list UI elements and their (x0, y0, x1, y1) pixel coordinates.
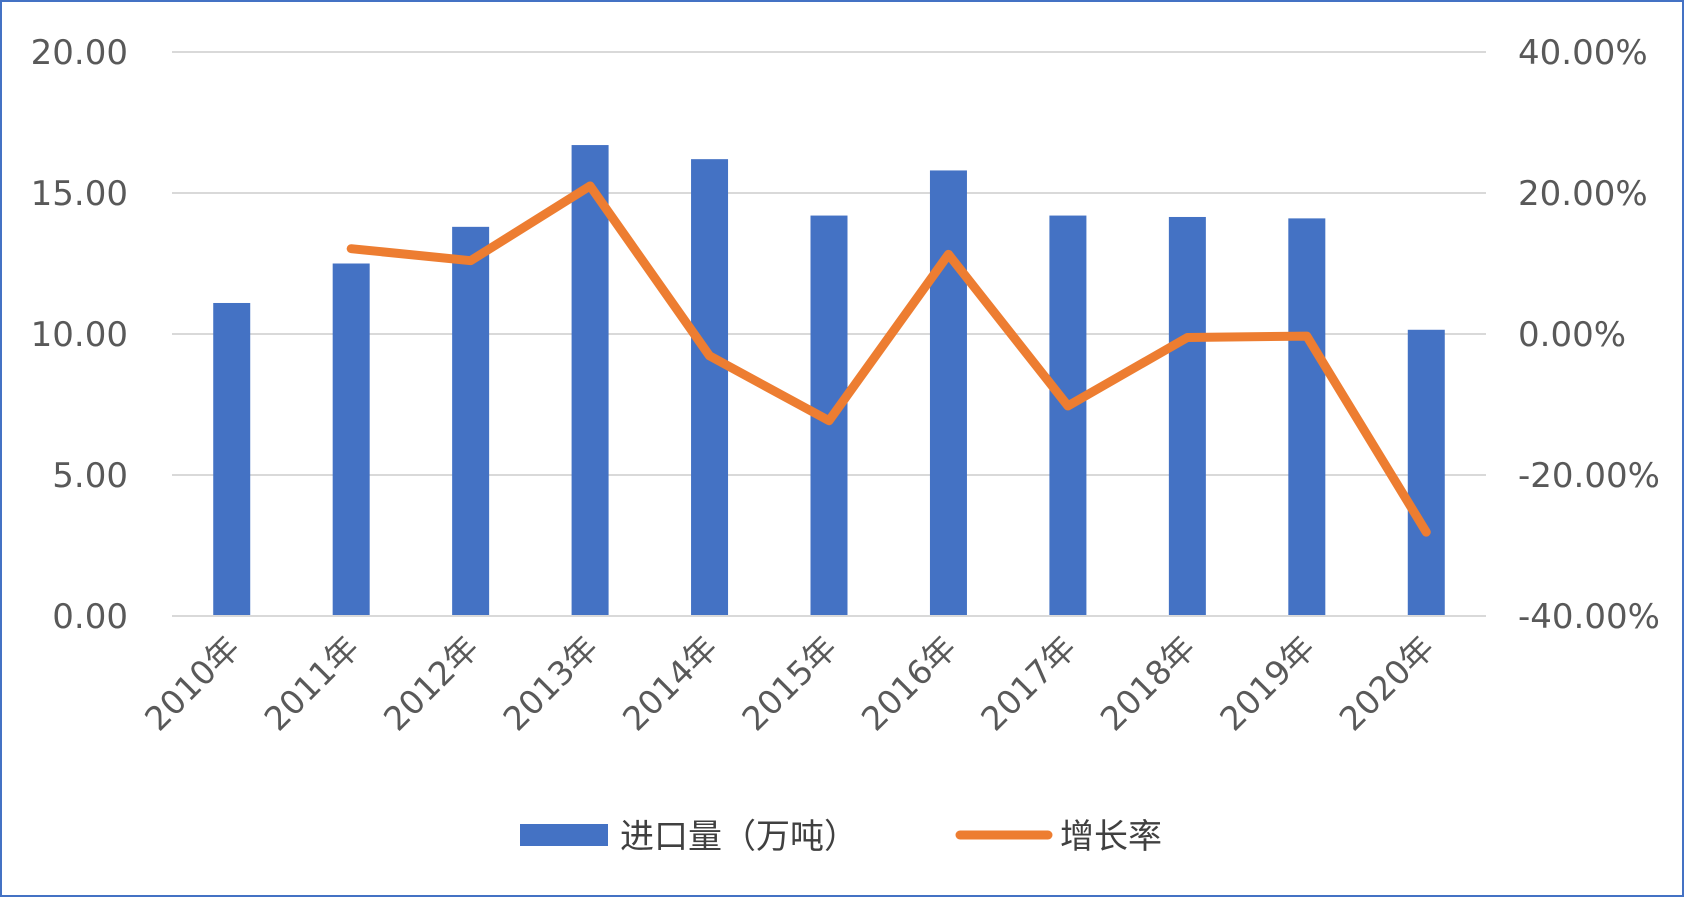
left-tick-label: 5.00 (52, 456, 128, 496)
right-tick-label: -20.00% (1518, 456, 1660, 496)
x-tick-label: 2015年 (734, 628, 844, 738)
x-tick-label: 2014年 (615, 628, 725, 738)
x-tick-label: 2013年 (495, 628, 605, 738)
right-tick-label: -40.00% (1518, 597, 1660, 637)
right-tick-label: 40.00% (1518, 33, 1648, 73)
bar (333, 264, 370, 617)
bar (1408, 330, 1445, 616)
right-tick-label: 0.00% (1518, 315, 1626, 355)
legend-label-line: 增长率 (1060, 817, 1162, 857)
left-tick-label: 20.00 (31, 33, 128, 73)
left-tick-label: 15.00 (31, 174, 128, 214)
left-y-axis: 0.00 5.00 10.00 15.00 20.00 (31, 33, 128, 637)
x-tick-label: 2011年 (257, 628, 367, 738)
bar (930, 170, 967, 616)
left-tick-label: 0.00 (52, 597, 128, 637)
bar (452, 227, 489, 616)
x-tick-label: 2012年 (376, 628, 486, 738)
x-tick-label: 2010年 (137, 628, 247, 738)
bar (1049, 216, 1086, 616)
x-tick-label: 2017年 (973, 628, 1083, 738)
x-tick-label: 2019年 (1212, 628, 1322, 738)
legend-label-bar: 进口量（万吨） (620, 817, 858, 857)
bar (1169, 217, 1206, 616)
x-tick-label: 2018年 (1093, 628, 1203, 738)
legend-swatch-bar (520, 824, 608, 846)
left-tick-label: 10.00 (31, 315, 128, 355)
growth-rate-line (351, 186, 1426, 532)
line-series (351, 186, 1426, 532)
right-tick-label: 20.00% (1518, 174, 1648, 214)
bar (1288, 218, 1325, 616)
right-y-axis: -40.00% -20.00% 0.00% 20.00% 40.00% (1518, 33, 1660, 637)
x-tick-label: 2020年 (1332, 628, 1442, 738)
legend: 进口量（万吨） 增长率 (520, 817, 1162, 857)
bar (572, 145, 609, 616)
bar (691, 159, 728, 616)
bar (213, 303, 250, 616)
x-tick-label: 2016年 (854, 628, 964, 738)
bar-series (213, 145, 1445, 616)
